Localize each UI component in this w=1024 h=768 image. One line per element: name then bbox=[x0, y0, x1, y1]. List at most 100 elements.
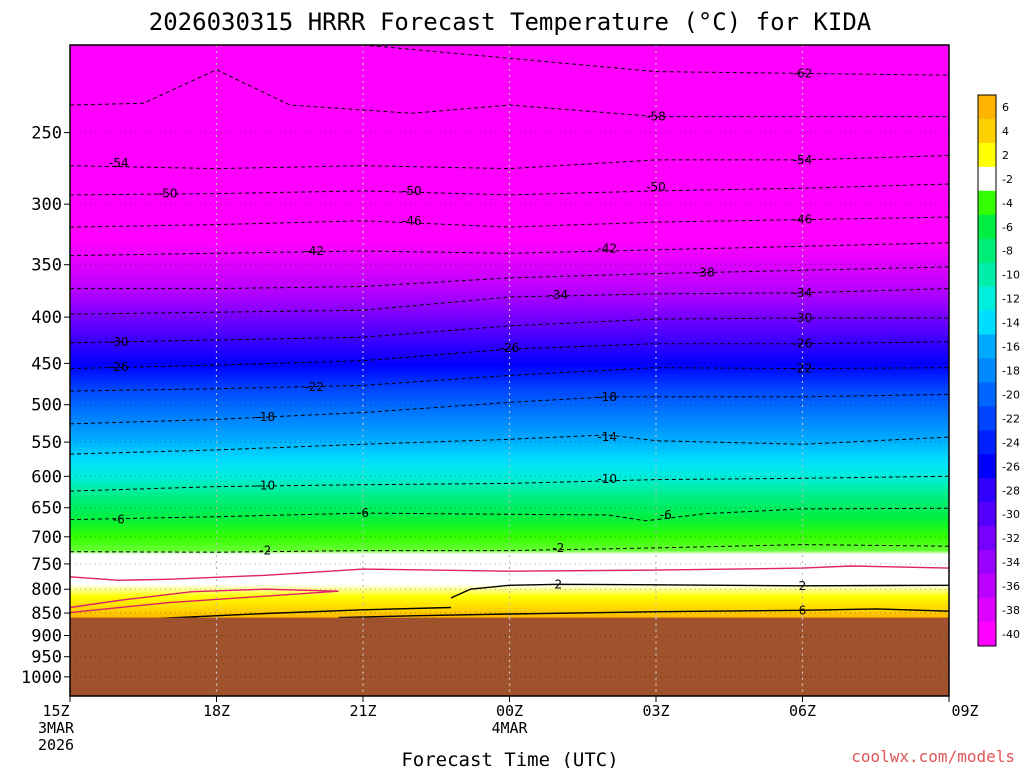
x-tick-year: 2026 bbox=[38, 736, 74, 754]
isotherm-contours: -62-58-54 -54-50 -50 -50-46 -46-42 -42-38-34-… bbox=[70, 45, 949, 620]
y-tick-label: 500 bbox=[31, 396, 62, 416]
colorbar-label: 2 bbox=[1002, 149, 1009, 162]
x-axis-label: Forecast Time (UTC) bbox=[401, 749, 618, 768]
y-axis: 2503003504004505005506006507007508008509… bbox=[21, 124, 70, 688]
magenta-contour bbox=[70, 588, 339, 614]
contour-label: -34 bbox=[549, 288, 569, 302]
contour-label: -46 bbox=[402, 214, 422, 228]
isotherm--62 bbox=[362, 45, 949, 76]
colorbar-swatch bbox=[978, 310, 996, 335]
colorbar-swatch bbox=[978, 95, 996, 120]
colorbar-label: -18 bbox=[1002, 365, 1020, 378]
colorbar-swatch bbox=[978, 526, 996, 551]
contour-label: -22 bbox=[304, 380, 324, 394]
y-tick-label: 850 bbox=[31, 604, 62, 624]
y-tick-label: 400 bbox=[31, 308, 62, 328]
magenta-contour bbox=[70, 565, 949, 582]
colorbar-label: -6 bbox=[1002, 221, 1013, 234]
contour-label: -22 bbox=[793, 362, 813, 376]
contour-label: -10 bbox=[597, 472, 617, 486]
y-tick-label: 700 bbox=[31, 528, 62, 548]
isotherm-2 bbox=[157, 606, 451, 620]
y-tick-label: 300 bbox=[31, 195, 62, 215]
colorbar-swatch bbox=[978, 430, 996, 455]
colorbar-label: -26 bbox=[1002, 460, 1020, 473]
ground-mask bbox=[70, 617, 949, 696]
contour-label: -26 bbox=[793, 337, 813, 351]
x-tick-date: 4MAR bbox=[491, 719, 528, 737]
colorbar-label: -2 bbox=[1002, 173, 1013, 186]
grid-lines bbox=[70, 45, 949, 696]
y-tick-label: 800 bbox=[31, 580, 62, 600]
colorbar-swatch bbox=[978, 502, 996, 527]
colorbar-swatch bbox=[978, 262, 996, 287]
colorbar-label: 4 bbox=[1002, 125, 1009, 138]
y-tick-label: 600 bbox=[31, 467, 62, 487]
y-tick-label: 450 bbox=[31, 354, 62, 374]
colorbar-label: -12 bbox=[1002, 293, 1020, 306]
contour-label: -54 bbox=[109, 156, 129, 170]
x-tick-date: 3MAR bbox=[38, 719, 75, 737]
colorbar-swatch bbox=[978, 598, 996, 623]
colorbar-legend: 6 4 2 -2 -4 -6 -8 -10 -12 -14 -16 -18 -20 -22 -24 -26 -2… bbox=[977, 94, 1020, 647]
y-tick-label: 1000 bbox=[21, 668, 62, 688]
isotherm--58 bbox=[70, 69, 949, 118]
contour-label: -54 bbox=[793, 153, 813, 167]
y-tick-label: 650 bbox=[31, 499, 62, 519]
y-tick-label: 950 bbox=[31, 648, 62, 668]
contour-label: -50 bbox=[646, 180, 666, 194]
colorbar-swatch bbox=[978, 166, 996, 192]
colorbar-swatch bbox=[978, 190, 996, 216]
contour-label: -42 bbox=[597, 242, 617, 256]
colorbar-label: -10 bbox=[1002, 269, 1020, 282]
colorbar-label: -8 bbox=[1002, 245, 1013, 258]
contour-label: -26 bbox=[109, 360, 129, 374]
x-tick-label: 03Z bbox=[642, 702, 669, 720]
colorbar-label: -38 bbox=[1002, 604, 1020, 617]
colorbar-label: -4 bbox=[1002, 197, 1013, 210]
colorbar-label: -40 bbox=[1002, 628, 1020, 641]
x-tick-label: 06Z bbox=[789, 702, 816, 720]
colorbar-swatch bbox=[978, 622, 996, 647]
colorbar-swatch bbox=[978, 406, 996, 431]
contour-label: -46 bbox=[793, 213, 813, 227]
colorbar-swatch bbox=[978, 142, 996, 168]
colorbar-swatch bbox=[978, 382, 996, 407]
colorbar-swatch bbox=[978, 478, 996, 503]
contour-label: -6 bbox=[660, 508, 672, 522]
colorbar-label: -22 bbox=[1002, 412, 1020, 425]
contour-label: -30 bbox=[793, 311, 813, 325]
x-tick-label: 18Z bbox=[203, 702, 230, 720]
plot-area: -62-58-54 -54-50 -50 -50-46 -46-42 -42-38-34-… bbox=[70, 45, 949, 696]
colorbar-frame bbox=[977, 94, 997, 647]
isotherm--6 bbox=[70, 507, 949, 522]
colorbar-label: -20 bbox=[1002, 388, 1020, 401]
x-tick-label: 21Z bbox=[349, 702, 376, 720]
contour-label: 2 bbox=[555, 577, 563, 591]
colorbar-label: -28 bbox=[1002, 484, 1020, 497]
y-tick-label: 900 bbox=[31, 626, 62, 646]
contour-label: 6 bbox=[799, 603, 807, 617]
y-tick-label: 750 bbox=[31, 555, 62, 575]
y-tick-label: 550 bbox=[31, 433, 62, 453]
colorbar-label: 6 bbox=[1002, 101, 1009, 114]
contour-label: -34 bbox=[793, 286, 813, 300]
x-tick-label: 15Z bbox=[42, 702, 69, 720]
contour-label: -30 bbox=[109, 335, 129, 349]
contour-label: -58 bbox=[646, 110, 666, 124]
colorbar-label: -16 bbox=[1002, 341, 1020, 354]
contour-label: 2 bbox=[799, 579, 807, 593]
colorbar-label: -30 bbox=[1002, 508, 1020, 521]
isotherm-2 bbox=[450, 583, 949, 599]
contour-label: -6 bbox=[113, 513, 125, 527]
colorbar-swatch bbox=[978, 214, 996, 240]
colorbar-swatch bbox=[978, 550, 996, 575]
colorbar-label: -24 bbox=[1002, 436, 1020, 449]
contour-label: -6 bbox=[357, 506, 369, 520]
isotherm-6 bbox=[338, 608, 949, 619]
contour-label: -38 bbox=[695, 265, 715, 279]
colorbar-swatch bbox=[978, 238, 996, 263]
colorbar-swatch bbox=[978, 574, 996, 599]
x-tick-label: 00Z bbox=[496, 702, 523, 720]
